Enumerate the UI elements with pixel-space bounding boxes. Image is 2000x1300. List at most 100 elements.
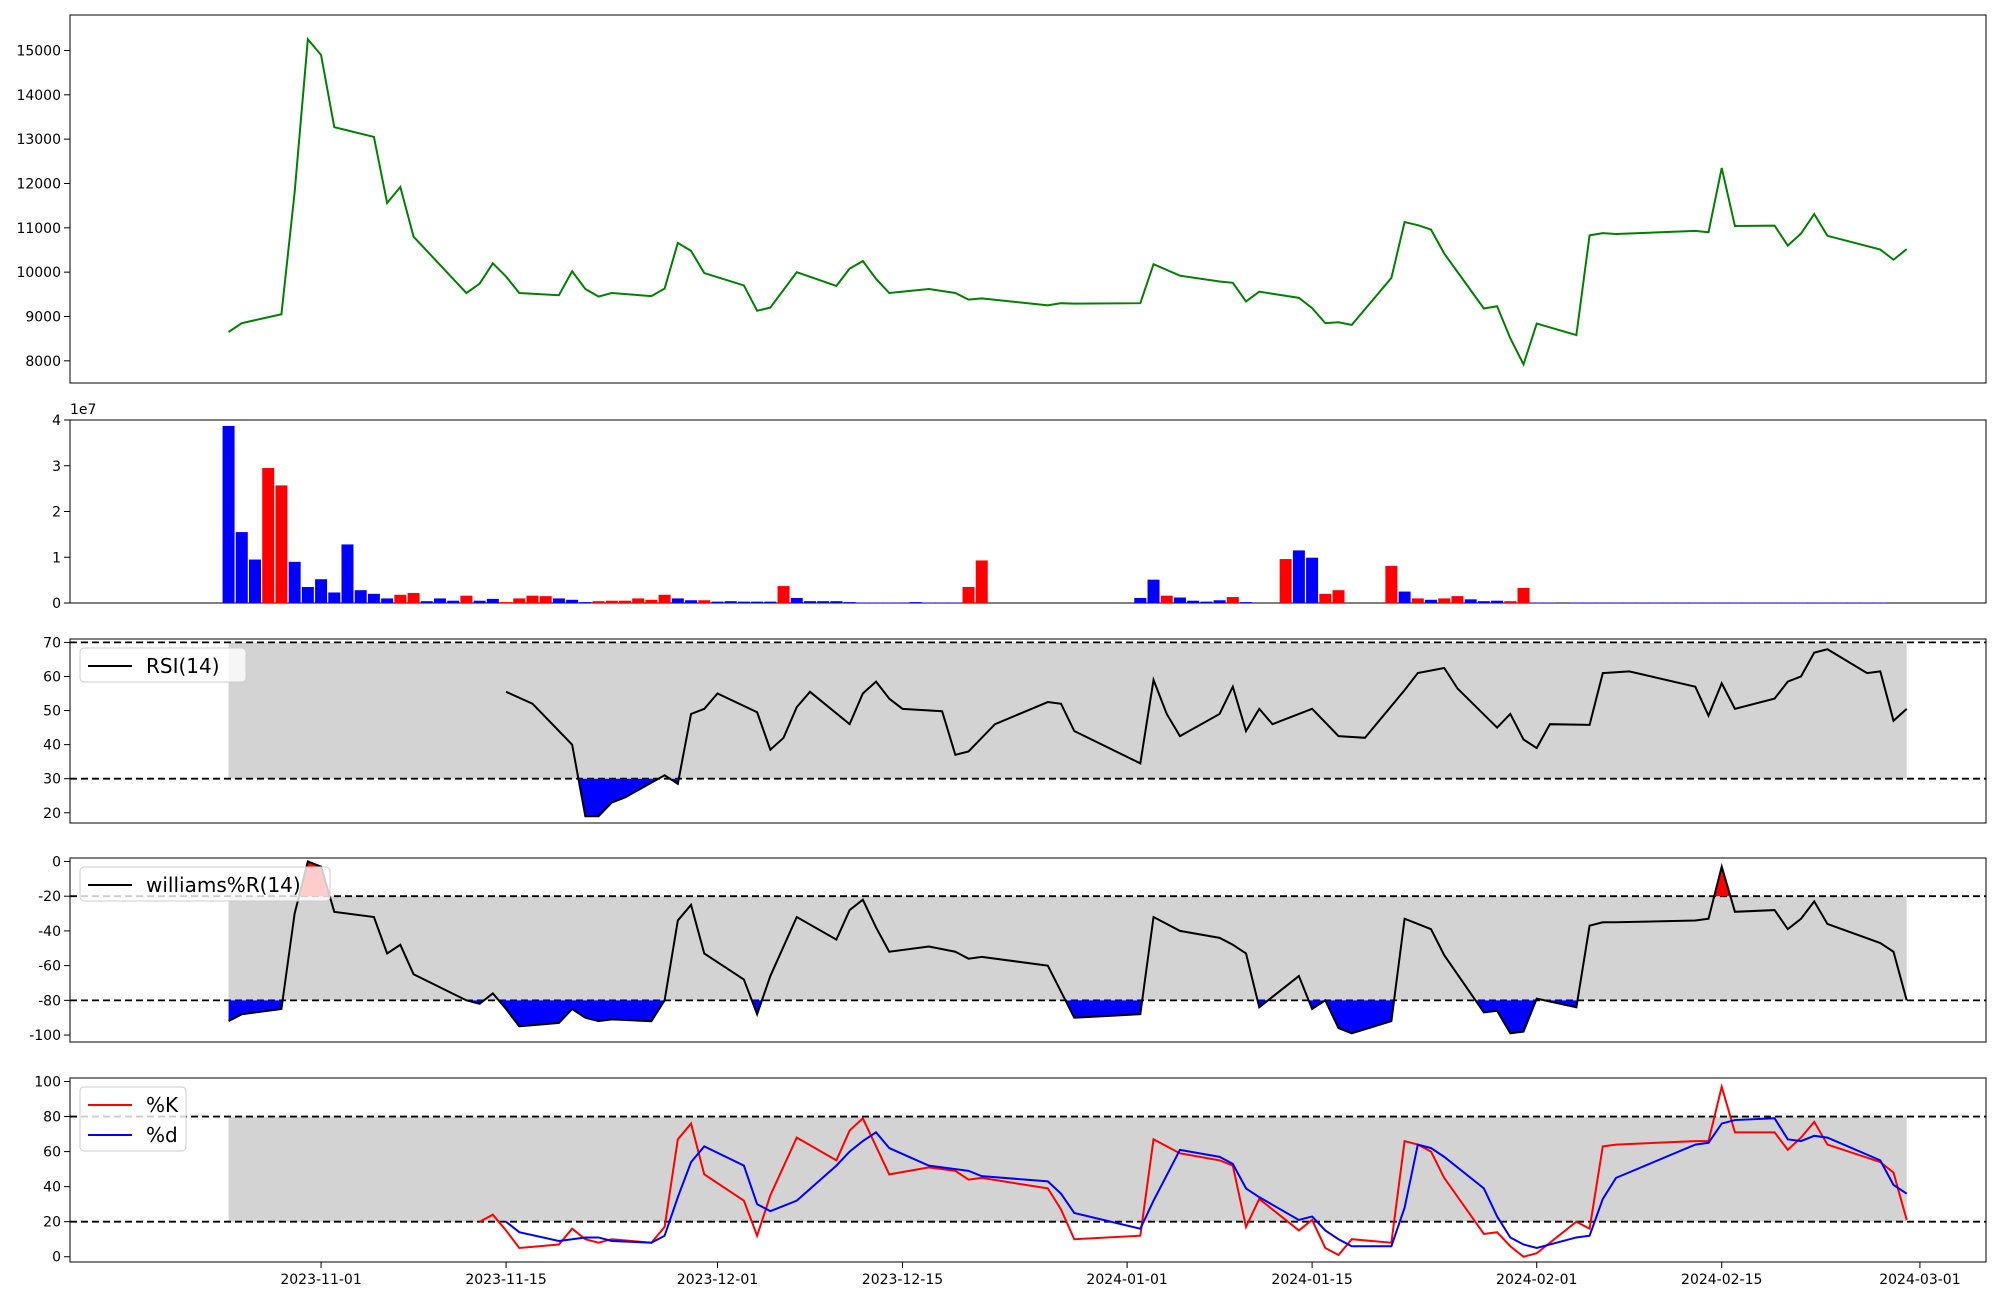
panel-2-ytick-label: 20: [43, 806, 61, 822]
volume-bar: [1543, 602, 1556, 604]
volume-bar: [381, 598, 394, 603]
stoch-line-d: [505, 1117, 1908, 1250]
legend-box: [79, 647, 247, 683]
panel-4-ytick-label: 80: [43, 1110, 61, 1126]
rsi-line: [505, 648, 1908, 818]
volume-bar: [288, 561, 301, 603]
volume-bar: [433, 598, 446, 603]
williams-oversold-fill: [498, 1000, 665, 1027]
x-tick-label: 2023-12-01: [677, 1272, 758, 1288]
volume-bar: [500, 602, 513, 604]
legend-box: [79, 866, 331, 902]
panel-0-ytick-label: 8000: [25, 354, 61, 370]
volume-bar: [566, 599, 579, 603]
volume-bar: [473, 600, 486, 603]
williams-oversold-fill: [751, 1000, 762, 1015]
panel-1-ytick-label: 4: [52, 413, 61, 429]
volume-bar: [526, 595, 539, 603]
panel-1-ytick-label: 3: [52, 459, 61, 475]
panel-0-ytick-label: 9000: [25, 309, 61, 325]
volume-bar: [618, 600, 631, 603]
volume-bar: [658, 594, 671, 603]
panel-4-ytick-label: 100: [34, 1075, 61, 1091]
volume-bar: [328, 592, 341, 603]
volume-bar: [1213, 600, 1226, 603]
panel-1-ytick-label: 0: [52, 596, 61, 612]
price-line: [228, 36, 1908, 367]
x-tick-label: 2024-03-01: [1879, 1272, 1960, 1288]
volume-bar: [1596, 602, 1609, 604]
volume-bar: [394, 594, 407, 603]
volume-bar: [1636, 602, 1649, 604]
volume-bar: [1147, 579, 1160, 603]
x-tick-label: 2024-02-01: [1496, 1272, 1577, 1288]
volume-bar: [1781, 602, 1794, 604]
volume-bar: [248, 559, 261, 603]
stoch-line-k: [479, 1082, 1908, 1258]
volume-bar: [1702, 602, 1715, 604]
williams-oversold-fill: [1325, 1000, 1395, 1034]
panel-3-ytick-label: -20: [38, 889, 61, 905]
volume-bar: [407, 592, 420, 603]
volume-bar: [301, 586, 314, 603]
volume-bar: [1200, 601, 1213, 603]
panel-1-ytick-label: 2: [52, 505, 61, 521]
volume-bar: [1874, 602, 1887, 604]
volume-bar: [1728, 602, 1741, 604]
volume-bar: [1279, 559, 1292, 603]
panel-1-frame: [69, 419, 1987, 604]
volume-bar: [1411, 598, 1424, 603]
panel-2-ytick-label: 30: [43, 772, 61, 788]
volume-bar: [671, 598, 684, 603]
x-tick-label: 2024-01-01: [1086, 1272, 1167, 1288]
volume-bar: [1861, 602, 1874, 604]
panel-2-band: [228, 642, 1907, 779]
volume-bar: [1795, 602, 1808, 604]
legend-label: RSI(14): [146, 654, 220, 678]
panel-0-frame: [69, 14, 1987, 384]
volume-bar: [1623, 602, 1636, 604]
panel-2-ytick-label: 60: [43, 669, 61, 685]
volume-bar: [698, 600, 711, 603]
volume-bar: [856, 602, 869, 604]
x-tick-label: 2023-12-15: [862, 1272, 943, 1288]
volume-bar: [1583, 602, 1596, 604]
panel-4-band: [228, 1116, 1907, 1222]
panel-2-ytick-label: 50: [43, 704, 61, 720]
panel-1-ytick-label: 1: [52, 550, 61, 566]
volume-bar: [936, 602, 949, 604]
volume-bar: [1160, 595, 1173, 603]
volume-bar: [1438, 598, 1451, 603]
x-tick-label: 2023-11-01: [280, 1272, 361, 1288]
panel-0-ytick-label: 11000: [16, 221, 61, 237]
volume-bar: [1425, 599, 1438, 603]
volume-bar: [1715, 602, 1728, 604]
volume-bar: [354, 590, 367, 603]
volume-bar: [1451, 596, 1464, 603]
volume-bar: [711, 601, 724, 603]
volume-bar: [420, 601, 433, 603]
volume-bar: [1530, 602, 1543, 604]
volume-bar: [605, 600, 618, 603]
volume-bar: [1768, 602, 1781, 604]
x-tick-label: 2024-01-15: [1271, 1272, 1352, 1288]
volume-bar: [645, 599, 658, 603]
panel-3-ytick-label: -80: [38, 993, 61, 1009]
panel-4-ytick-label: 20: [43, 1215, 61, 1231]
panel-2-ytick-label: 70: [43, 635, 61, 651]
volume-bar: [1821, 602, 1834, 604]
panel-3-band: [228, 896, 1907, 1001]
panel-4-ytick-label: 0: [52, 1250, 61, 1266]
volume-bar: [724, 601, 737, 603]
volume-bar: [1292, 550, 1305, 603]
volume-bar: [1319, 593, 1332, 603]
volume-bar: [315, 579, 328, 603]
volume-bar: [1662, 602, 1675, 604]
volume-bar: [1676, 602, 1689, 604]
panel-3-frame: [69, 857, 1987, 1043]
volume-bar: [1689, 602, 1702, 604]
volume-bar: [1134, 597, 1147, 603]
legend-label: %d: [146, 1123, 178, 1147]
panel-3-ytick-label: 0: [52, 854, 61, 870]
volume-bar: [843, 602, 856, 604]
